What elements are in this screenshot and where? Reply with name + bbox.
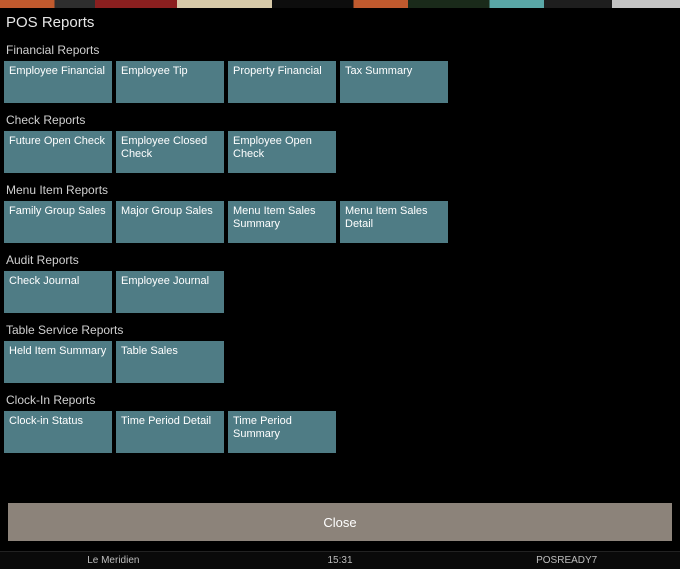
employee-financial-button[interactable]: Employee Financial [4,61,112,103]
tile-row: Family Group SalesMajor Group SalesMenu … [4,201,676,243]
section-header: Clock-In Reports [4,383,676,411]
report-section: Check ReportsFuture Open CheckEmployee C… [0,103,680,173]
tile-row: Clock-in StatusTime Period DetailTime Pe… [4,411,676,453]
employee-journal-button[interactable]: Employee Journal [116,271,224,313]
future-open-check-button[interactable]: Future Open Check [4,131,112,173]
section-header: Check Reports [4,103,676,131]
menu-item-sales-detail-button[interactable]: Menu Item Sales Detail [340,201,448,243]
section-header: Financial Reports [4,33,676,61]
tile-row: Future Open CheckEmployee Closed CheckEm… [4,131,676,173]
family-group-sales-button[interactable]: Family Group Sales [4,201,112,243]
tile-row: Employee FinancialEmployee TipProperty F… [4,61,676,103]
tax-summary-button[interactable]: Tax Summary [340,61,448,103]
section-header: Table Service Reports [4,313,676,341]
report-section: Menu Item ReportsFamily Group SalesMajor… [0,173,680,243]
property-financial-button[interactable]: Property Financial [228,61,336,103]
employee-closed-check-button[interactable]: Employee Closed Check [116,131,224,173]
status-time: 15:31 [227,555,454,566]
report-section: Financial ReportsEmployee FinancialEmplo… [0,33,680,103]
table-sales-button[interactable]: Table Sales [116,341,224,383]
section-header: Menu Item Reports [4,173,676,201]
clock-in-status-button[interactable]: Clock-in Status [4,411,112,453]
status-bar: Le Meridien 15:31 POSREADY7 [0,551,680,569]
employee-open-check-button[interactable]: Employee Open Check [228,131,336,173]
tile-row: Check JournalEmployee Journal [4,271,676,313]
decorative-top-strip [0,0,680,8]
major-group-sales-button[interactable]: Major Group Sales [116,201,224,243]
report-section: Clock-In ReportsClock-in StatusTime Peri… [0,383,680,453]
time-period-detail-button[interactable]: Time Period Detail [116,411,224,453]
report-section: Table Service ReportsHeld Item SummaryTa… [0,313,680,383]
section-header: Audit Reports [4,243,676,271]
employee-tip-button[interactable]: Employee Tip [116,61,224,103]
status-property: Le Meridien [0,555,227,566]
tile-row: Held Item SummaryTable Sales [4,341,676,383]
held-item-summary-button[interactable]: Held Item Summary [4,341,112,383]
menu-item-sales-summary-button[interactable]: Menu Item Sales Summary [228,201,336,243]
status-workstation: POSREADY7 [453,555,680,566]
check-journal-button[interactable]: Check Journal [4,271,112,313]
close-button[interactable]: Close [8,503,672,541]
time-period-summary-button[interactable]: Time Period Summary [228,411,336,453]
page-title: POS Reports [0,8,680,33]
report-section: Audit ReportsCheck JournalEmployee Journ… [0,243,680,313]
